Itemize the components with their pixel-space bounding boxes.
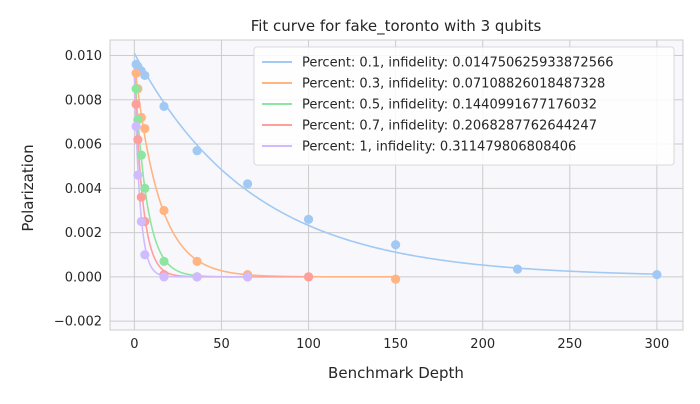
y-tick-label: 0.010 [65,49,102,64]
tick-labels: 0 50 100 150 200 250 300 −0.002 0.000 0.002 0.004 0… [54,49,669,352]
data-point-series-5 [242,272,253,282]
data-point-series-5 [192,272,202,282]
data-point-series-2 [391,274,401,284]
y-tick-label: 0.008 [65,93,102,108]
x-tick-label: 250 [557,337,582,352]
data-point-series-1 [512,264,523,274]
data-point-series-1 [242,179,253,189]
chart-title: Fit curve for fake_toronto with 3 qubits [251,17,542,36]
y-tick-label: −0.002 [54,315,102,330]
data-point-series-1 [391,240,401,250]
data-point-series-5 [140,250,150,260]
legend-box [253,46,675,166]
data-point-series-4 [133,135,143,145]
x-tick-label: 150 [383,337,408,352]
data-point-series-3 [136,150,146,160]
data-point-series-2 [140,123,150,134]
fit-curve-series-5 [133,73,248,278]
data-point-series-1 [159,101,169,112]
y-axis-label: Polarization [19,144,37,231]
fit-curve-series-2 [133,62,396,278]
data-point-series-1 [652,270,662,280]
x-tick-label: 50 [213,337,230,352]
y-tick-label: 0.000 [65,270,102,285]
x-tick-label: 200 [470,337,495,352]
data-points [131,59,662,284]
data-point-series-4 [136,192,146,202]
data-point-series-2 [131,68,141,78]
plot-frame [109,39,684,331]
data-point-series-1 [192,146,202,156]
legend-label-1: Percent: 0.1, infidelity: 0.014750625933… [302,56,614,71]
data-point-series-2 [192,256,202,266]
x-tick-label: 100 [296,337,321,352]
y-tick-label: 0.002 [65,226,102,241]
legend-items: Percent: 0.1, infidelity: 0.014750625933… [262,56,614,155]
data-point-series-1 [303,214,314,224]
data-point-series-3 [159,256,169,266]
data-point-series-5 [133,170,143,180]
data-point-series-3 [140,183,150,193]
legend-label-2: Percent: 0.3, infidelity: 0.071088260184… [302,77,605,92]
legend-label-3: Percent: 0.5, infidelity: 0.144099167717… [302,98,597,113]
legend-label-5: Percent: 1, infidelity: 0.31147980680840… [302,140,576,155]
data-point-series-5 [159,272,169,282]
data-point-series-3 [131,84,141,94]
legend: Percent: 0.1, infidelity: 0.014750625933… [253,46,675,166]
legend-label-4: Percent: 0.7, infidelity: 0.206828776264… [302,119,597,134]
y-tick-label: 0.006 [65,138,102,153]
x-tick-label: 300 [644,337,669,352]
data-point-series-1 [140,70,150,81]
data-point-series-5 [136,216,146,227]
x-tick-label: 0 [130,337,138,352]
data-point-series-4 [303,272,314,282]
fit-curve-series-1 [133,52,657,275]
data-point-series-5 [131,121,141,131]
x-axis-label: Benchmark Depth [328,364,464,382]
data-point-series-4 [131,99,141,109]
data-point-series-2 [159,205,169,216]
y-tick-label: 0.004 [65,182,102,197]
